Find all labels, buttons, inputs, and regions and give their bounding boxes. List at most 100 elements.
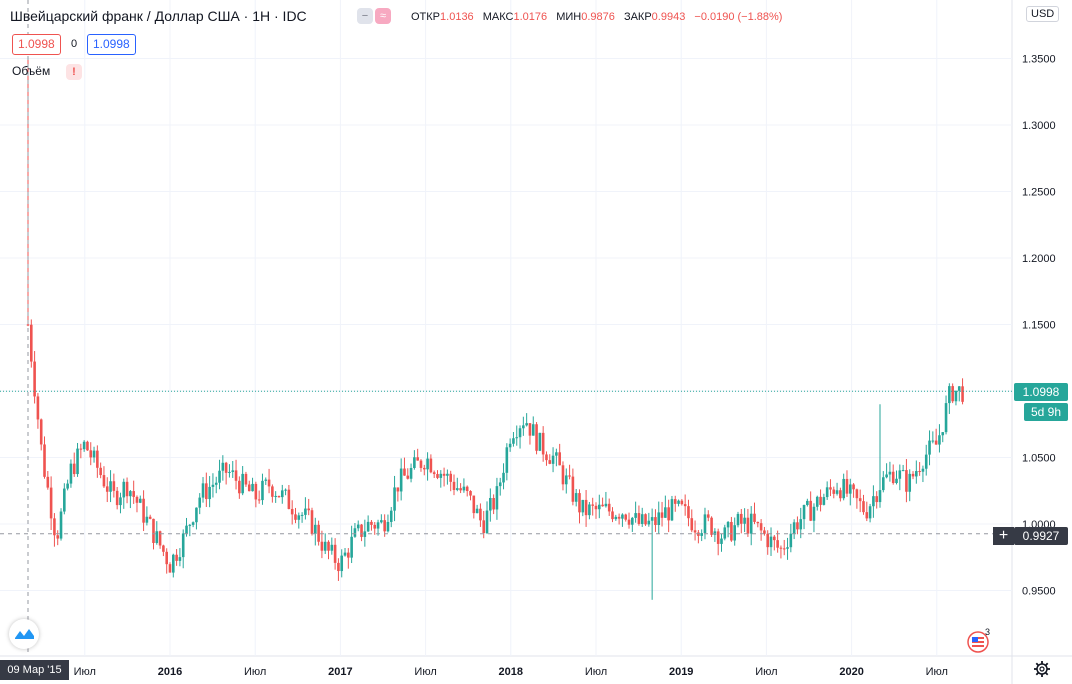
candle-body bbox=[231, 470, 235, 472]
candle-body bbox=[624, 514, 628, 520]
candle-body bbox=[416, 457, 419, 461]
volume-label[interactable]: Объём bbox=[12, 64, 51, 78]
candle-body bbox=[59, 511, 63, 539]
candle-body bbox=[786, 547, 789, 549]
candle-body bbox=[26, 324, 30, 326]
candle-body bbox=[660, 512, 664, 518]
candle-body bbox=[347, 552, 350, 558]
candle-body bbox=[241, 473, 244, 494]
candle-body bbox=[789, 533, 793, 548]
candle-body bbox=[168, 564, 172, 573]
candle-body bbox=[832, 489, 836, 494]
candle-body bbox=[931, 440, 935, 442]
candle-body bbox=[290, 508, 294, 515]
price-tick-label: 1.0500 bbox=[1022, 453, 1056, 465]
candle-body bbox=[439, 473, 443, 478]
collapse-flag[interactable]: − bbox=[357, 8, 373, 24]
candle-body bbox=[92, 450, 96, 458]
candle-body bbox=[129, 491, 132, 497]
candle-body bbox=[525, 423, 528, 426]
candle-body bbox=[957, 386, 961, 391]
candle-body bbox=[654, 517, 657, 526]
candle-body bbox=[921, 468, 925, 472]
candle-body bbox=[581, 499, 585, 513]
candle-body bbox=[541, 432, 545, 455]
candle-body bbox=[383, 520, 386, 532]
candle-body bbox=[763, 530, 766, 534]
candle-body bbox=[495, 486, 499, 510]
candle-body bbox=[743, 517, 746, 524]
candle-body bbox=[465, 486, 469, 492]
candle-body bbox=[310, 510, 314, 534]
time-tick-label: Июл bbox=[74, 666, 96, 678]
candle-body bbox=[333, 544, 337, 563]
candle-body bbox=[224, 462, 228, 473]
candle-body bbox=[677, 500, 680, 504]
candle-body bbox=[76, 448, 79, 475]
candle-body bbox=[571, 476, 575, 502]
candle-body bbox=[730, 521, 733, 541]
us-flag-events-icon[interactable] bbox=[966, 630, 990, 654]
candle-body bbox=[584, 499, 588, 516]
candle-body bbox=[155, 531, 159, 543]
candle-body bbox=[43, 444, 46, 477]
tradingview-logo-icon[interactable] bbox=[9, 619, 39, 649]
candle-body bbox=[363, 531, 367, 537]
candle-body bbox=[274, 495, 277, 497]
candle-body bbox=[446, 473, 449, 476]
candle-body bbox=[901, 470, 905, 472]
candle-body bbox=[561, 465, 565, 485]
time-tick-label: 2018 bbox=[499, 666, 523, 678]
candle-body bbox=[396, 487, 400, 492]
compare-flag[interactable]: ≈ bbox=[375, 8, 391, 24]
volume-warning-icon[interactable]: ! bbox=[66, 64, 82, 80]
candle-body bbox=[535, 424, 538, 451]
candle-body bbox=[138, 498, 142, 503]
low-value: 0.9876 bbox=[581, 11, 615, 23]
candle-body bbox=[264, 479, 268, 481]
candle-body bbox=[528, 423, 532, 436]
candle-body bbox=[337, 562, 340, 572]
candle-body bbox=[882, 477, 885, 491]
candle-body bbox=[898, 470, 902, 479]
candle-body bbox=[905, 470, 908, 492]
candle-body bbox=[895, 478, 898, 484]
crosshair-date-tag: 09 Мар '15 bbox=[0, 660, 69, 680]
candle-body bbox=[693, 530, 697, 533]
candle-body bbox=[555, 452, 558, 456]
candle-body bbox=[687, 506, 690, 519]
candle-body bbox=[330, 544, 334, 551]
gear-icon[interactable] bbox=[1033, 660, 1051, 678]
symbol-title[interactable]: Швейцарский франк / Доллар США · 1Н · ID… bbox=[10, 8, 307, 24]
candle-body bbox=[885, 474, 888, 478]
add-plus-icon[interactable]: + bbox=[993, 527, 1014, 545]
candle-body bbox=[667, 507, 670, 521]
time-tick-label: Июл bbox=[755, 666, 777, 678]
candle-body bbox=[928, 440, 931, 455]
candle-body bbox=[515, 437, 519, 439]
candle-body bbox=[773, 536, 776, 541]
candle-body bbox=[551, 455, 555, 464]
candle-body bbox=[165, 551, 168, 565]
candle-body bbox=[489, 497, 492, 511]
candle-body bbox=[89, 450, 93, 458]
candle-body bbox=[792, 522, 796, 534]
candle-body bbox=[594, 505, 598, 510]
candle-body bbox=[386, 521, 390, 532]
candle-body bbox=[918, 471, 921, 473]
candle-body bbox=[185, 525, 188, 534]
currency-button[interactable]: USD bbox=[1026, 6, 1060, 22]
candle-body bbox=[456, 488, 459, 490]
candle-body bbox=[251, 483, 254, 492]
candle-body bbox=[924, 454, 928, 469]
high-label: МАКС bbox=[482, 11, 514, 23]
bid-value-box[interactable]: 1.0998 bbox=[12, 34, 61, 55]
candle-body bbox=[112, 481, 116, 491]
candles bbox=[26, 58, 964, 600]
candle-body bbox=[631, 517, 634, 525]
ask-value-box[interactable]: 1.0998 bbox=[87, 34, 136, 55]
events-count: 3 bbox=[985, 627, 991, 637]
current-price-tag: 1.0998 bbox=[1014, 383, 1068, 401]
